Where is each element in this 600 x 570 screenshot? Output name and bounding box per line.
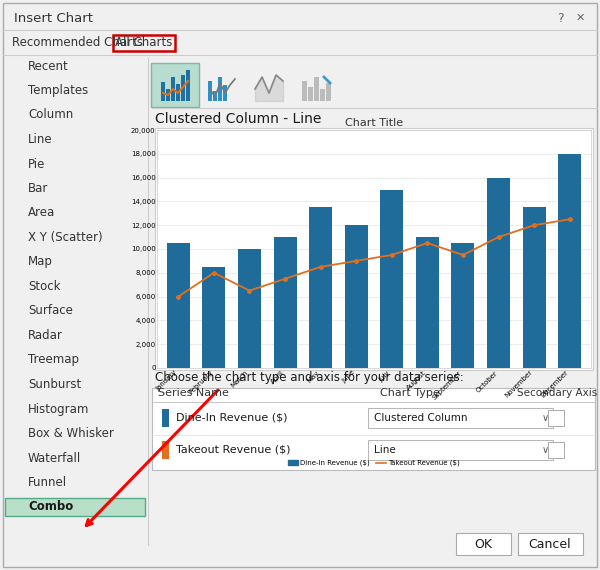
- Text: Box & Whisker: Box & Whisker: [28, 427, 114, 440]
- Text: Combo: Combo: [28, 500, 73, 514]
- Text: Line: Line: [374, 445, 396, 455]
- Bar: [320, 89, 325, 101]
- Bar: [223, 85, 227, 101]
- Text: Cancel: Cancel: [529, 538, 571, 551]
- Text: ✕: ✕: [575, 13, 584, 23]
- Bar: [518, 533, 583, 555]
- Bar: [166, 89, 170, 101]
- Bar: [548, 410, 564, 426]
- Bar: [208, 81, 212, 101]
- Text: Column: Column: [28, 108, 73, 121]
- Text: ∨: ∨: [541, 413, 548, 423]
- Text: ?: ?: [557, 11, 563, 25]
- Text: ∨: ∨: [541, 445, 548, 455]
- Text: OK: OK: [474, 538, 492, 551]
- Text: Clustered Column: Clustered Column: [374, 413, 467, 423]
- Bar: [326, 83, 331, 101]
- Bar: [238, 249, 261, 368]
- FancyBboxPatch shape: [151, 63, 199, 107]
- Text: Choose the chart type and axis for your data series:: Choose the chart type and axis for your …: [155, 372, 464, 385]
- Title: Chart Title: Chart Title: [345, 118, 403, 128]
- Text: Recommended Charts: Recommended Charts: [12, 36, 143, 50]
- Bar: [152, 388, 595, 470]
- Text: Secondary Axis: Secondary Axis: [517, 388, 597, 398]
- Bar: [223, 85, 227, 101]
- Legend: Dine-In Revenue ($), Takeout Revenue ($): Dine-In Revenue ($), Takeout Revenue ($): [285, 457, 463, 469]
- Bar: [314, 77, 319, 101]
- Bar: [155, 128, 593, 370]
- Text: Bar: Bar: [28, 182, 49, 195]
- Bar: [308, 87, 313, 101]
- Text: Map: Map: [28, 255, 53, 268]
- Text: Sunburst: Sunburst: [28, 378, 81, 391]
- Text: Templates: Templates: [28, 84, 88, 97]
- Bar: [368, 440, 553, 460]
- FancyBboxPatch shape: [113, 35, 175, 51]
- Bar: [487, 178, 510, 368]
- Bar: [5, 498, 145, 516]
- Text: X Y (Scatter): X Y (Scatter): [28, 231, 103, 244]
- Bar: [456, 533, 511, 555]
- Bar: [186, 70, 190, 101]
- Bar: [309, 207, 332, 368]
- Bar: [451, 243, 475, 368]
- Bar: [416, 237, 439, 368]
- Text: Treemap: Treemap: [28, 353, 79, 367]
- Text: Area: Area: [28, 206, 55, 219]
- Bar: [344, 225, 368, 368]
- Bar: [161, 82, 165, 101]
- Bar: [167, 243, 190, 368]
- Bar: [548, 442, 564, 458]
- Bar: [162, 409, 169, 427]
- Text: Chart Type: Chart Type: [380, 388, 440, 398]
- Text: Line: Line: [28, 133, 53, 146]
- Text: All Charts: All Charts: [115, 36, 173, 50]
- Text: Insert Chart: Insert Chart: [14, 11, 93, 25]
- Bar: [368, 408, 553, 428]
- Text: Pie: Pie: [28, 157, 46, 170]
- Bar: [523, 207, 545, 368]
- Text: Recent: Recent: [28, 59, 69, 72]
- Text: Series Name: Series Name: [158, 388, 229, 398]
- Text: Takeout Revenue ($): Takeout Revenue ($): [176, 445, 290, 455]
- Bar: [380, 189, 403, 368]
- Bar: [274, 237, 296, 368]
- Bar: [181, 75, 185, 101]
- Bar: [218, 77, 222, 101]
- Bar: [171, 77, 175, 101]
- Text: Histogram: Histogram: [28, 402, 89, 416]
- Bar: [558, 154, 581, 368]
- Bar: [302, 81, 307, 101]
- Text: Radar: Radar: [28, 329, 63, 342]
- Bar: [202, 267, 226, 368]
- Bar: [213, 91, 217, 101]
- Text: Stock: Stock: [28, 280, 61, 293]
- Text: Waterfall: Waterfall: [28, 451, 81, 465]
- Text: Clustered Column - Line: Clustered Column - Line: [155, 112, 322, 126]
- Text: Funnel: Funnel: [28, 476, 67, 489]
- Text: Surface: Surface: [28, 304, 73, 317]
- Bar: [176, 84, 180, 101]
- Bar: [162, 441, 169, 459]
- FancyBboxPatch shape: [3, 3, 597, 567]
- Text: Dine-In Revenue ($): Dine-In Revenue ($): [176, 413, 287, 423]
